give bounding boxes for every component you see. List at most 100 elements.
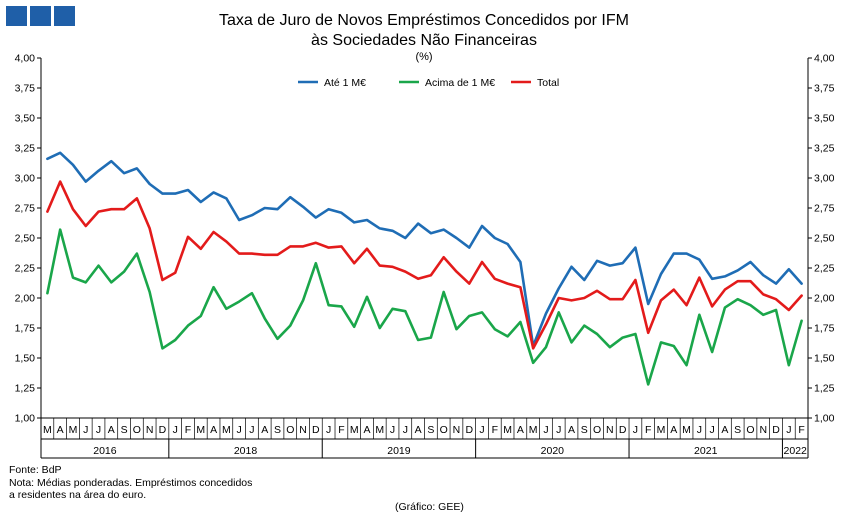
y-tick-label-left: 1,00 [15, 413, 36, 425]
y-tick-label-right: 3,25 [814, 143, 835, 155]
x-month-label: A [363, 424, 370, 436]
logo-block [6, 6, 27, 26]
y-tick-label-right: 3,50 [814, 113, 835, 125]
legend-label: Total [537, 77, 559, 89]
x-month-label: M [350, 424, 359, 436]
x-month-label: M [503, 424, 512, 436]
x-month-label: O [746, 424, 754, 436]
x-month-label: D [465, 424, 473, 436]
y-tick-label-right: 2,50 [814, 233, 835, 245]
y-tick-label-right: 2,25 [814, 263, 835, 275]
y-tick-label-left: 3,50 [15, 113, 36, 125]
x-year-label: 2018 [234, 445, 258, 457]
y-tick-label-left: 2,75 [15, 203, 36, 215]
x-month-label: D [159, 424, 167, 436]
x-month-label: O [286, 424, 294, 436]
x-month-label: F [645, 424, 651, 436]
x-month-label: M [529, 424, 538, 436]
chart-title-line1: Taxa de Juro de Novos Empréstimos Conced… [219, 12, 629, 29]
legend-label: Acima de 1 M€ [425, 77, 495, 89]
y-tick-label-right: 2,00 [814, 293, 835, 305]
x-month-label: N [759, 424, 767, 436]
x-month-label: J [786, 424, 791, 436]
series-line [46, 180, 803, 350]
y-tick-label-right: 1,50 [814, 353, 835, 365]
x-month-label: A [415, 424, 422, 436]
x-month-label: A [261, 424, 268, 436]
x-month-label: J [633, 424, 638, 436]
series-line [46, 228, 803, 386]
y-tick-label-left: 1,75 [15, 323, 36, 335]
x-month-label: M [196, 424, 205, 436]
y-tick-label-right: 4,00 [814, 53, 835, 65]
legend-label: Até 1 M€ [324, 77, 366, 89]
chart-subtitle: (%) [415, 51, 432, 63]
x-month-label: J [96, 424, 101, 436]
logo-block [54, 6, 75, 26]
x-month-label: O [440, 424, 448, 436]
y-tick-label-right: 1,00 [814, 413, 835, 425]
y-tick-label-left: 3,75 [15, 83, 36, 95]
chart-footer: Fonte: BdP Nota: Médias ponderadas. Empr… [9, 464, 252, 502]
x-month-label: D [619, 424, 627, 436]
x-month-label: M [682, 424, 691, 436]
x-month-label: A [721, 424, 728, 436]
y-tick-label-right: 3,00 [814, 173, 835, 185]
x-month-label: S [274, 424, 281, 436]
x-month-label: A [210, 424, 217, 436]
y-tick-label-left: 4,00 [15, 53, 36, 65]
x-month-label: M [222, 424, 231, 436]
x-month-label: J [249, 424, 254, 436]
x-month-label: M [375, 424, 384, 436]
x-month-label: O [133, 424, 141, 436]
y-tick-label-left: 2,50 [15, 233, 36, 245]
note-line2: a residentes na área do euro. [9, 489, 147, 501]
y-tick-label-left: 3,25 [15, 143, 36, 155]
x-month-label: O [593, 424, 601, 436]
x-month-label: A [108, 424, 115, 436]
x-year-label: 2021 [694, 445, 718, 457]
x-month-label: N [146, 424, 154, 436]
gee-logo [6, 6, 75, 26]
note-line1: Nota: Médias ponderadas. Empréstimos con… [9, 476, 253, 489]
x-year-label: 2020 [541, 445, 565, 457]
x-month-label: N [299, 424, 307, 436]
x-month-label: J [543, 424, 548, 436]
y-tick-label-left: 1,25 [15, 383, 36, 395]
x-month-label: J [556, 424, 561, 436]
x-month-label: N [453, 424, 461, 436]
y-tick-label-left: 3,00 [15, 173, 36, 185]
x-month-label: F [492, 424, 498, 436]
x-month-label: D [312, 424, 320, 436]
x-month-label: F [798, 424, 804, 436]
x-month-label: J [697, 424, 702, 436]
x-month-label: A [568, 424, 575, 436]
x-year-label: 2016 [93, 445, 117, 457]
x-month-label: M [657, 424, 666, 436]
x-month-label: J [710, 424, 715, 436]
x-month-label: N [606, 424, 614, 436]
x-month-label: D [772, 424, 780, 436]
series-line [46, 151, 803, 348]
y-tick-label-right: 1,75 [814, 323, 835, 335]
x-year-label: 2022 [784, 445, 808, 457]
x-month-label: A [517, 424, 524, 436]
x-month-label: M [43, 424, 52, 436]
x-month-label: J [237, 424, 242, 436]
x-month-label: M [69, 424, 78, 436]
x-month-label: J [390, 424, 395, 436]
x-month-label: S [427, 424, 434, 436]
x-month-label: J [173, 424, 178, 436]
x-month-label: J [403, 424, 408, 436]
y-tick-label-left: 1,50 [15, 353, 36, 365]
x-month-label: S [581, 424, 588, 436]
x-month-label: J [83, 424, 88, 436]
y-tick-label-left: 2,25 [15, 263, 36, 275]
x-month-label: J [479, 424, 484, 436]
y-tick-label-right: 2,75 [814, 203, 835, 215]
x-month-label: S [121, 424, 128, 436]
chart-title-line2: às Sociedades Não Financeiras [311, 32, 537, 49]
x-month-label: A [57, 424, 64, 436]
x-month-label: S [734, 424, 741, 436]
